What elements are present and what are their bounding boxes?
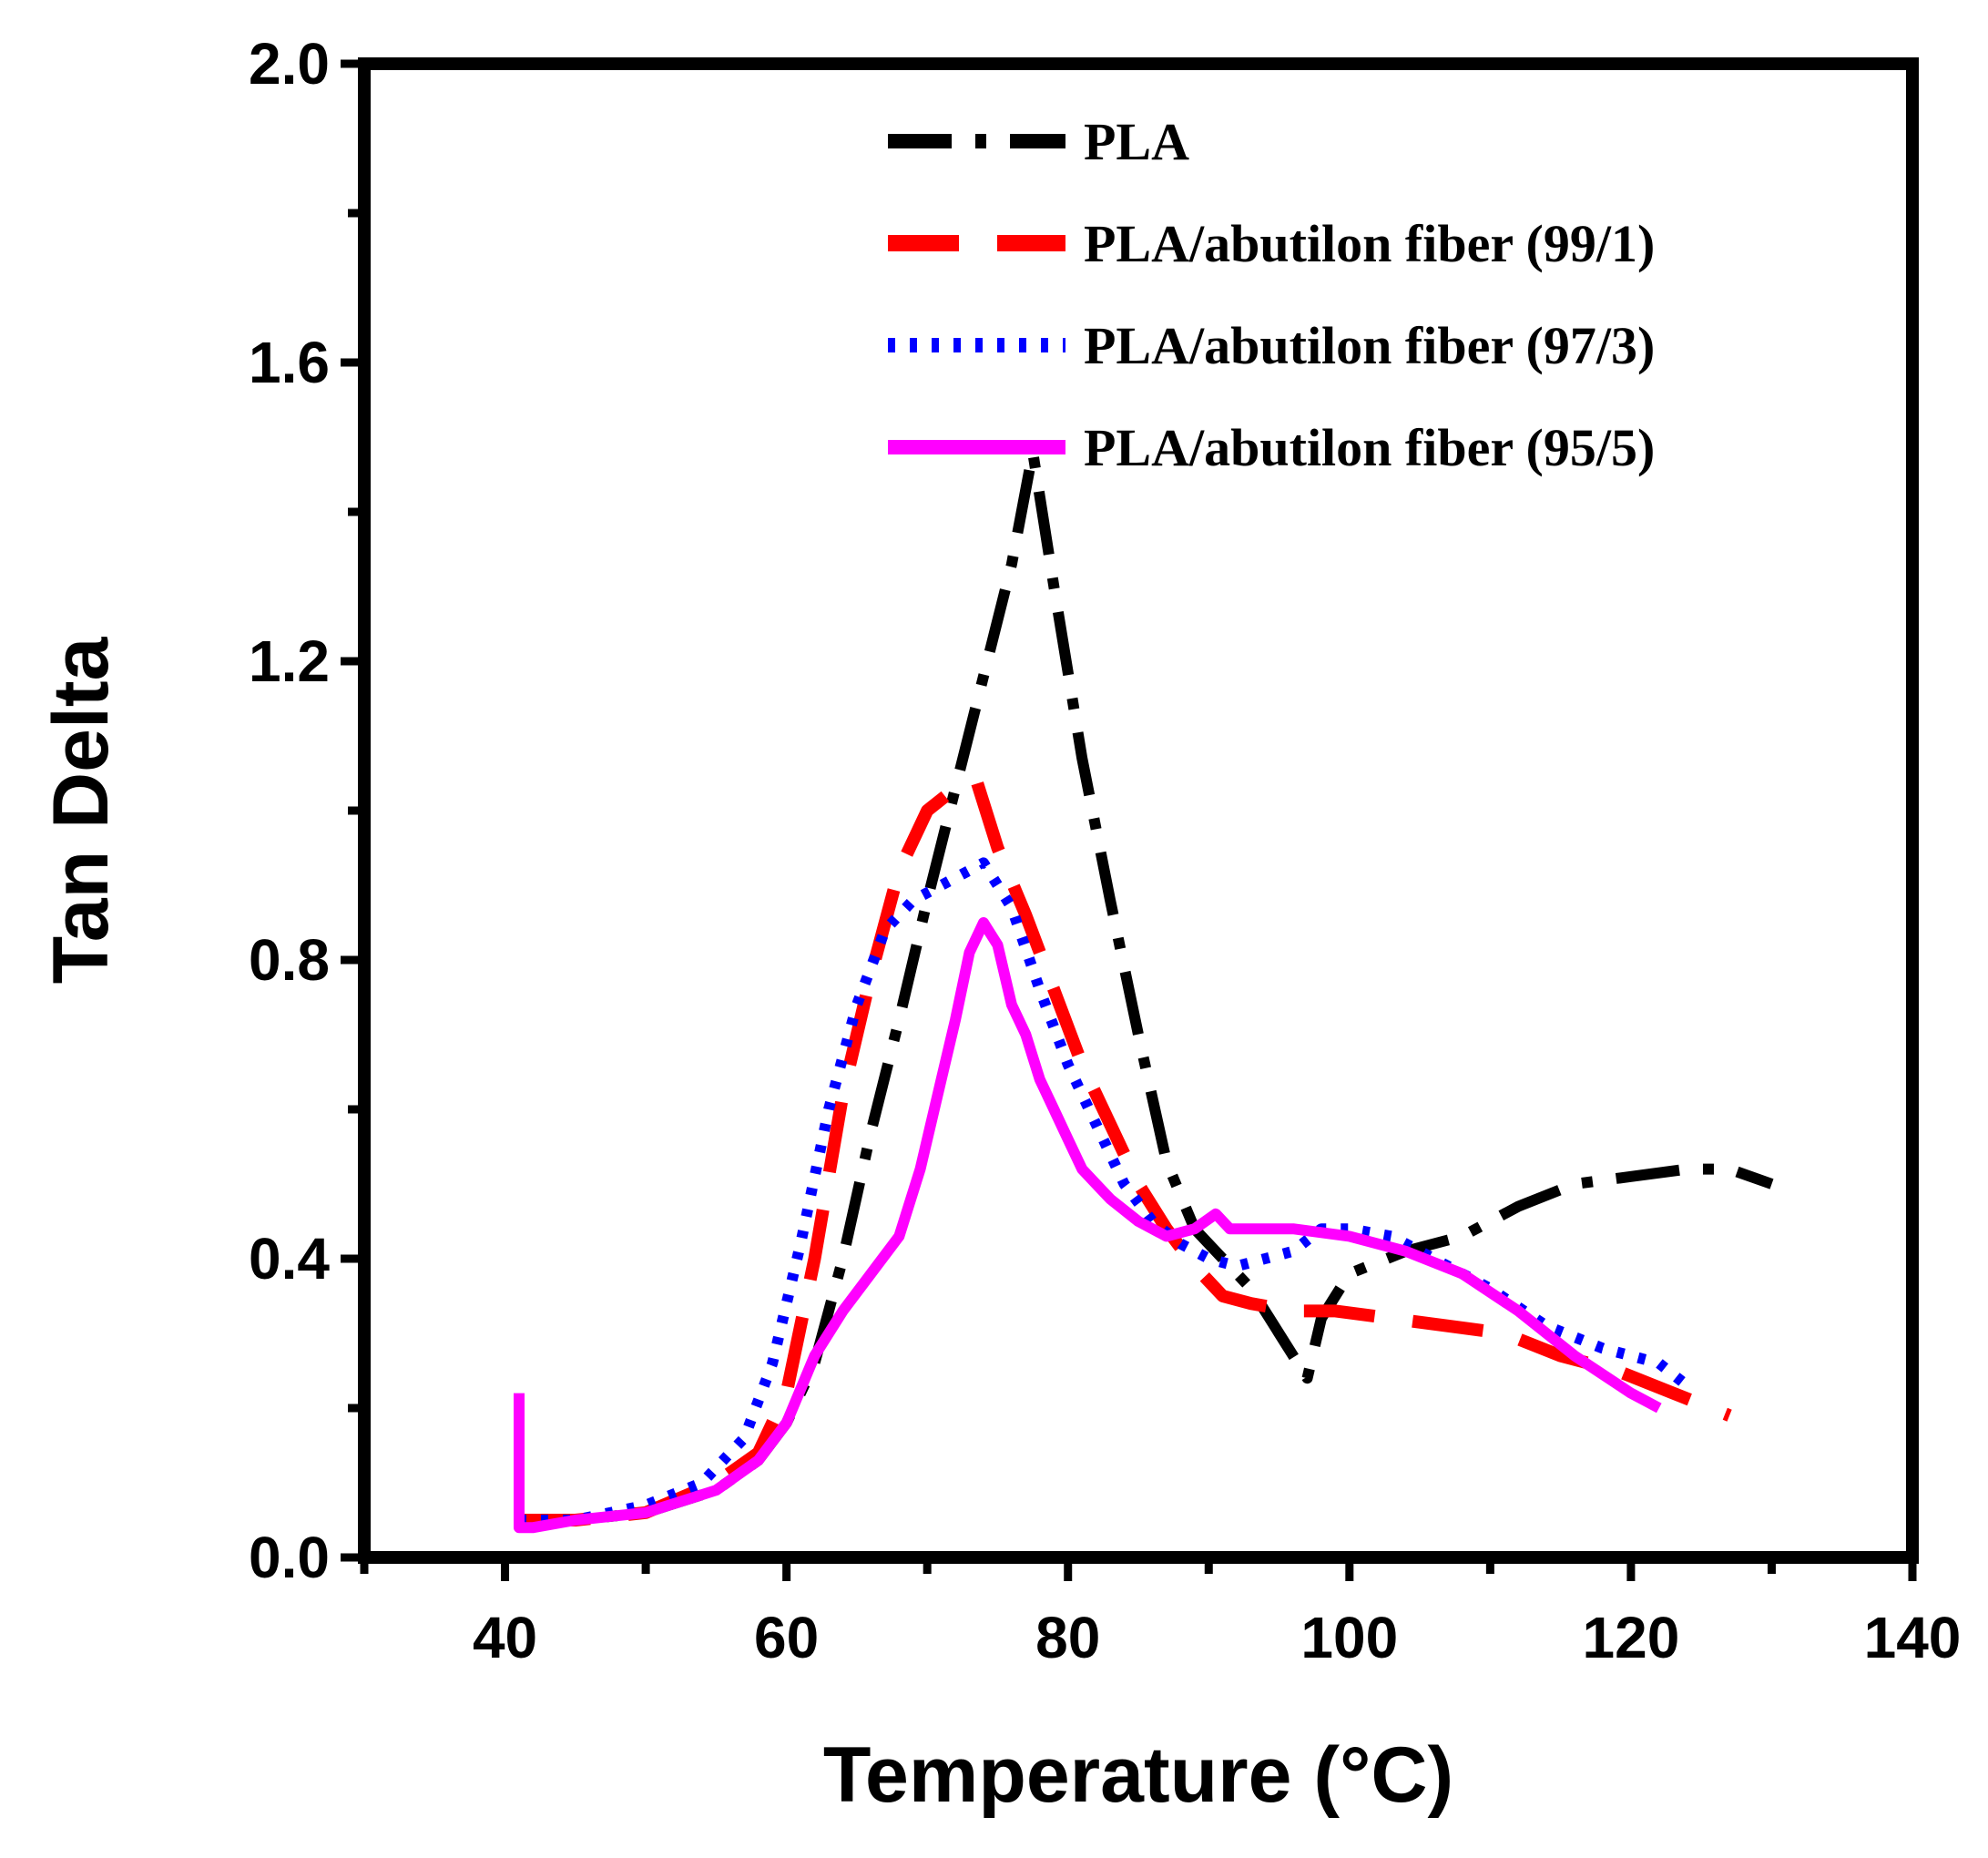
y-tick-label: 0.4 [249, 1226, 330, 1291]
legend-label-3: PLA/abutilon fiber (97/3) [1084, 316, 1655, 375]
x-tick-label: 120 [1583, 1605, 1680, 1670]
x-tick-label: 40 [473, 1605, 537, 1670]
x-tick-label: 100 [1300, 1605, 1398, 1670]
series-layer [514, 446, 1774, 1534]
y-tick-label: 2.0 [249, 31, 330, 97]
legend: PLA PLA/abutilon fiber (99/1) PLA/abutilon… [888, 112, 1655, 477]
series-line-4 [514, 917, 1662, 1534]
y-axis-title: Tan Delta [37, 636, 125, 984]
x-tick-label: 60 [754, 1605, 819, 1670]
y-tick-label: 0.8 [249, 927, 330, 993]
x-tick-label: 80 [1035, 1605, 1100, 1670]
legend-label-2: PLA/abutilon fiber (99/1) [1084, 214, 1655, 273]
series-line-1 [519, 446, 1774, 1526]
legend-label-4: PLA/abutilon fiber (95/5) [1084, 418, 1655, 477]
x-tick-label: 140 [1864, 1605, 1962, 1670]
y-tick-label: 0.0 [249, 1525, 330, 1590]
plot-frame [358, 57, 1919, 1564]
y-tick-label: 1.2 [249, 628, 330, 694]
legend-label-1: PLA [1084, 112, 1189, 171]
y-tick-label: 1.6 [249, 330, 330, 395]
series-line-2 [519, 774, 1732, 1526]
x-axis-title: Temperature (°C) [823, 1731, 1453, 1819]
tick-layer: 40 60 80 100 120 140 0.0 0.4 0.8 1.2 1.6 2.0 [249, 31, 1961, 1670]
